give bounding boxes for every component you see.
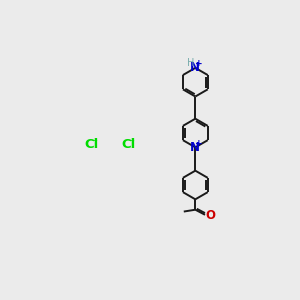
Text: Cl: Cl — [122, 138, 136, 151]
Text: +: + — [195, 59, 203, 68]
Text: O: O — [205, 209, 215, 222]
Text: +: + — [195, 139, 203, 148]
Text: N: N — [190, 61, 200, 74]
Text: N: N — [190, 141, 200, 154]
Text: Cl: Cl — [85, 138, 99, 151]
Text: ⁻: ⁻ — [91, 138, 97, 148]
Text: ⁻: ⁻ — [128, 138, 134, 148]
Text: H: H — [188, 58, 195, 68]
